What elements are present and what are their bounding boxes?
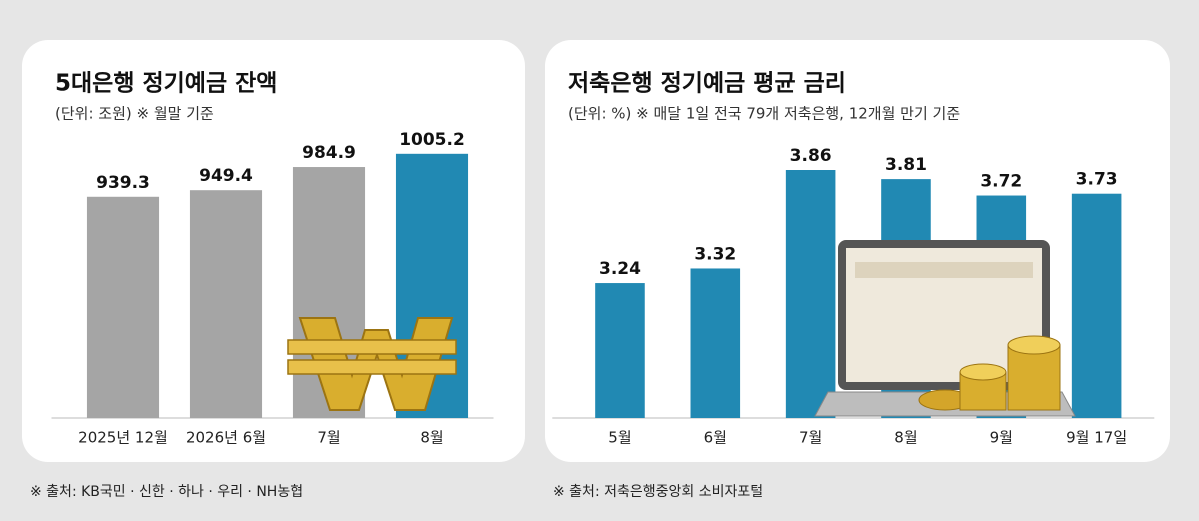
value-label: 939.3: [96, 173, 150, 193]
value-label: 3.73: [1076, 170, 1118, 190]
bar: [86, 196, 160, 418]
x-tick-label: 9월: [990, 429, 1013, 447]
x-tick-label: 6월: [704, 429, 727, 447]
bars-layer: 939.3 2025년 12월 949.4 2026년 6월 984.9 7월 1005.2…: [51, 130, 1155, 447]
x-tick-label: 2025년 12월: [78, 429, 168, 447]
value-label: 1005.2: [399, 130, 465, 150]
value-label: 3.86: [790, 146, 832, 166]
source: ※ 출처: 저축은행중앙회 소비자포털: [553, 484, 763, 500]
bar: [189, 190, 263, 418]
bar: [595, 283, 645, 418]
chart-title: 저축은행 정기예금 평균 금리: [568, 71, 846, 97]
chart-title: 5대은행 정기예금 잔액: [55, 71, 277, 97]
value-label: 3.24: [599, 259, 641, 279]
x-tick-label: 2026년 6월: [186, 429, 266, 447]
x-tick-label: 5월: [608, 429, 631, 447]
x-tick-label: 7월: [799, 429, 822, 447]
bar: [785, 170, 836, 418]
source: ※ 출처: KB국민 · 신한 · 하나 · 우리 · NH농협: [30, 484, 303, 500]
x-tick-label: 8월: [894, 429, 917, 447]
bar: [1071, 193, 1122, 418]
won-sign-decoration: [287, 317, 457, 411]
chart-subtitle: (단위: %) ※ 매달 1일 전국 79개 저축은행, 12개월 만기 기준: [568, 105, 960, 123]
value-label: 3.32: [694, 244, 736, 264]
laptop-decoration: [814, 240, 1076, 417]
value-label: 984.9: [302, 143, 356, 163]
value-label: 3.72: [980, 172, 1022, 192]
x-tick-label: 9월 17일: [1066, 429, 1127, 447]
chart-subtitle: (단위: 조원) ※ 월말 기준: [55, 105, 214, 123]
value-label: 3.81: [885, 155, 927, 175]
bar: [690, 268, 741, 418]
value-label: 949.4: [199, 166, 253, 186]
x-tick-label: 8월: [420, 429, 443, 447]
x-tick-label: 7월: [317, 429, 340, 447]
